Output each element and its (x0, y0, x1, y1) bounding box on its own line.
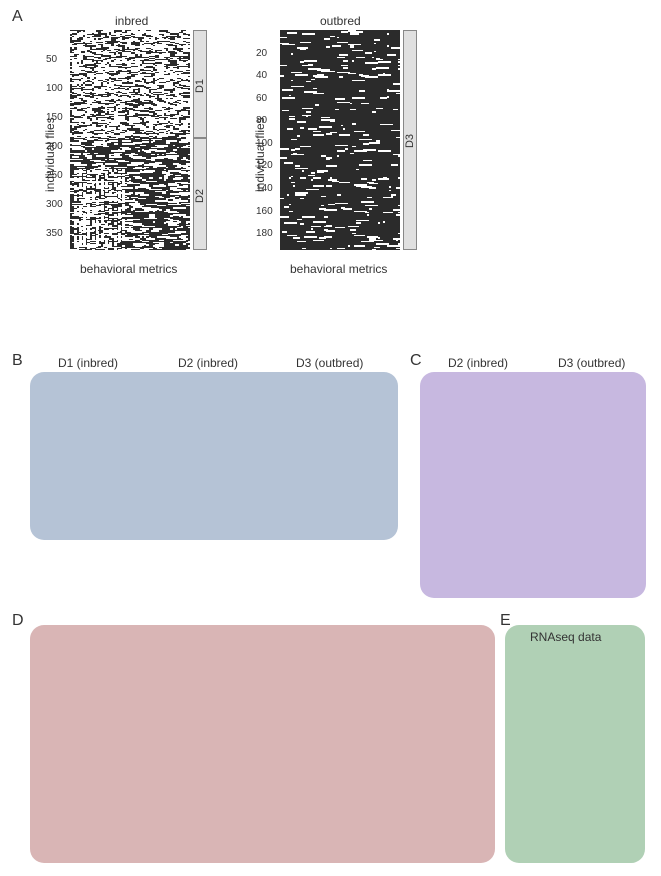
colC-title-1: D3 (outbred) (558, 356, 625, 370)
colC-title-0: D2 (inbred) (448, 356, 508, 370)
y-tick: 100 (256, 138, 278, 149)
panel-c-bg (420, 372, 646, 598)
panel-d-bg (30, 625, 495, 863)
heatmap-outbred: outbred D3 individual flies behavioral m… (280, 30, 420, 270)
heatmap-title-inbred: inbred (115, 14, 148, 28)
y-tick: 80 (256, 115, 278, 126)
heatmap-inbred: inbred D1 D2 individual flies behavioral… (70, 30, 210, 270)
panel-b-bg (30, 372, 398, 540)
y-tick: 250 (46, 170, 68, 181)
panelE-title: RNAseq data (530, 630, 601, 644)
group-label-d2: D2 (194, 189, 206, 203)
colB-title-1: D2 (inbred) (178, 356, 238, 370)
y-tick: 120 (256, 160, 278, 171)
panel-label-a: A (12, 8, 23, 26)
panel-label-b: B (12, 352, 23, 370)
x-axis-outbred: behavioral metrics (290, 262, 387, 276)
x-axis-inbred: behavioral metrics (80, 262, 177, 276)
y-tick: 60 (256, 93, 278, 104)
y-tick: 150 (46, 112, 68, 123)
y-tick: 140 (256, 183, 278, 194)
y-tick: 40 (256, 70, 278, 81)
y-tick: 180 (256, 228, 278, 239)
panel-label-d: D (12, 612, 24, 630)
y-tick: 20 (256, 48, 278, 59)
y-tick: 160 (256, 206, 278, 217)
colB-title-2: D3 (outbred) (296, 356, 363, 370)
panel-e-bg (505, 625, 645, 863)
colB-title-0: D1 (inbred) (58, 356, 118, 370)
panel-label-c: C (410, 352, 422, 370)
y-tick: 350 (46, 228, 68, 239)
y-tick: 50 (46, 54, 68, 65)
heatmap-title-outbred: outbred (320, 14, 361, 28)
group-label-d1: D1 (194, 79, 206, 93)
y-tick: 100 (46, 83, 68, 94)
y-tick: 300 (46, 199, 68, 210)
group-label-d3: D3 (404, 134, 416, 148)
y-tick: 200 (46, 141, 68, 152)
